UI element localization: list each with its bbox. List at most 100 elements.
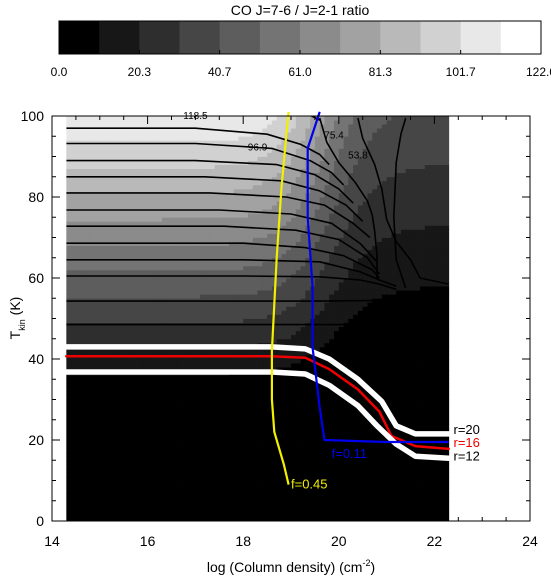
field-cell [109, 460, 115, 465]
field-cell [300, 512, 306, 518]
field-cell [166, 508, 172, 514]
field-cell [276, 359, 282, 364]
field-cell [90, 391, 96, 396]
field-cell [166, 294, 172, 299]
field-cell [219, 472, 225, 477]
field-cell [267, 229, 273, 234]
field-cell [166, 172, 172, 178]
field-cell [247, 468, 254, 473]
field-cell [243, 188, 249, 194]
field-cell [228, 116, 235, 121]
field-cell [71, 431, 77, 437]
field-cell [185, 444, 192, 449]
field-cell [271, 245, 278, 251]
field-cell [75, 383, 82, 388]
field-cell [118, 435, 125, 441]
field-cell [224, 265, 230, 271]
field-cell [219, 468, 225, 473]
field-cell [291, 504, 297, 510]
field-cell [276, 265, 282, 271]
field-cell [276, 431, 282, 437]
field-cell [161, 180, 168, 186]
field-cell [271, 253, 278, 259]
field-cell [104, 334, 110, 340]
field-cell [114, 484, 120, 489]
field-cell [185, 516, 192, 522]
field-cell [204, 261, 211, 267]
field-cell [286, 399, 292, 404]
field-cell [209, 180, 215, 186]
field-cell [118, 156, 125, 161]
field-cell [171, 379, 177, 384]
field-cell [80, 399, 86, 404]
field-cell [114, 310, 120, 315]
field-cell [257, 253, 263, 259]
field-cell [90, 148, 96, 153]
field-cell [243, 431, 249, 437]
field-cell [157, 217, 163, 222]
field-cell [147, 456, 153, 461]
field-cell [161, 419, 168, 425]
field-cell [66, 197, 72, 202]
field-cell [176, 217, 182, 222]
field-cell [166, 209, 172, 214]
field-cell [142, 201, 148, 206]
field-cell [152, 310, 158, 315]
field-cell [133, 213, 139, 218]
field-cell [233, 399, 239, 404]
field-cell [80, 245, 86, 251]
field-cell [71, 464, 77, 469]
field-cell [104, 423, 110, 429]
field-cell [204, 391, 211, 396]
field-cell [286, 444, 292, 449]
field-cell [185, 184, 192, 190]
field-cell [161, 492, 168, 498]
field-cell [286, 294, 292, 299]
field-cell [142, 136, 148, 141]
field-cell [133, 403, 139, 408]
field-cell [114, 330, 120, 336]
field-cell [157, 120, 163, 125]
field-cell [90, 302, 96, 307]
field-cell [262, 326, 268, 332]
field-cell [71, 375, 77, 380]
field-cell [214, 184, 220, 190]
field-cell [66, 168, 72, 174]
field-cell [281, 188, 287, 194]
field-cell [71, 488, 77, 494]
field-cell [271, 249, 278, 255]
field-cell [190, 363, 196, 368]
field-cell [176, 188, 182, 194]
field-cell [257, 334, 263, 340]
field-cell [271, 120, 278, 125]
field-cell [291, 257, 297, 263]
field-cell [267, 314, 273, 319]
field-cell [90, 168, 96, 174]
field-cell [147, 132, 153, 137]
field-cell [133, 375, 139, 380]
field-cell [75, 435, 82, 441]
field-cell [147, 168, 153, 174]
field-cell [181, 379, 187, 384]
field-cell [66, 472, 72, 477]
field-cell [118, 464, 125, 469]
field-cell [204, 334, 211, 340]
field-cell [243, 294, 249, 299]
field-cell [171, 213, 177, 218]
field-cell [271, 261, 278, 267]
field-cell [166, 460, 172, 465]
field-cell [281, 367, 287, 372]
field-cell [104, 326, 110, 332]
field-cell [204, 245, 211, 251]
field-cell [233, 213, 239, 218]
field-cell [224, 120, 230, 125]
field-cell [123, 168, 129, 174]
field-cell [295, 399, 301, 404]
field-cell [219, 237, 225, 242]
field-cell [157, 391, 163, 396]
field-cell [219, 245, 225, 251]
field-cell [224, 468, 230, 473]
field-cell [190, 160, 196, 165]
field-cell [80, 237, 86, 242]
colorbar-level [460, 21, 502, 54]
